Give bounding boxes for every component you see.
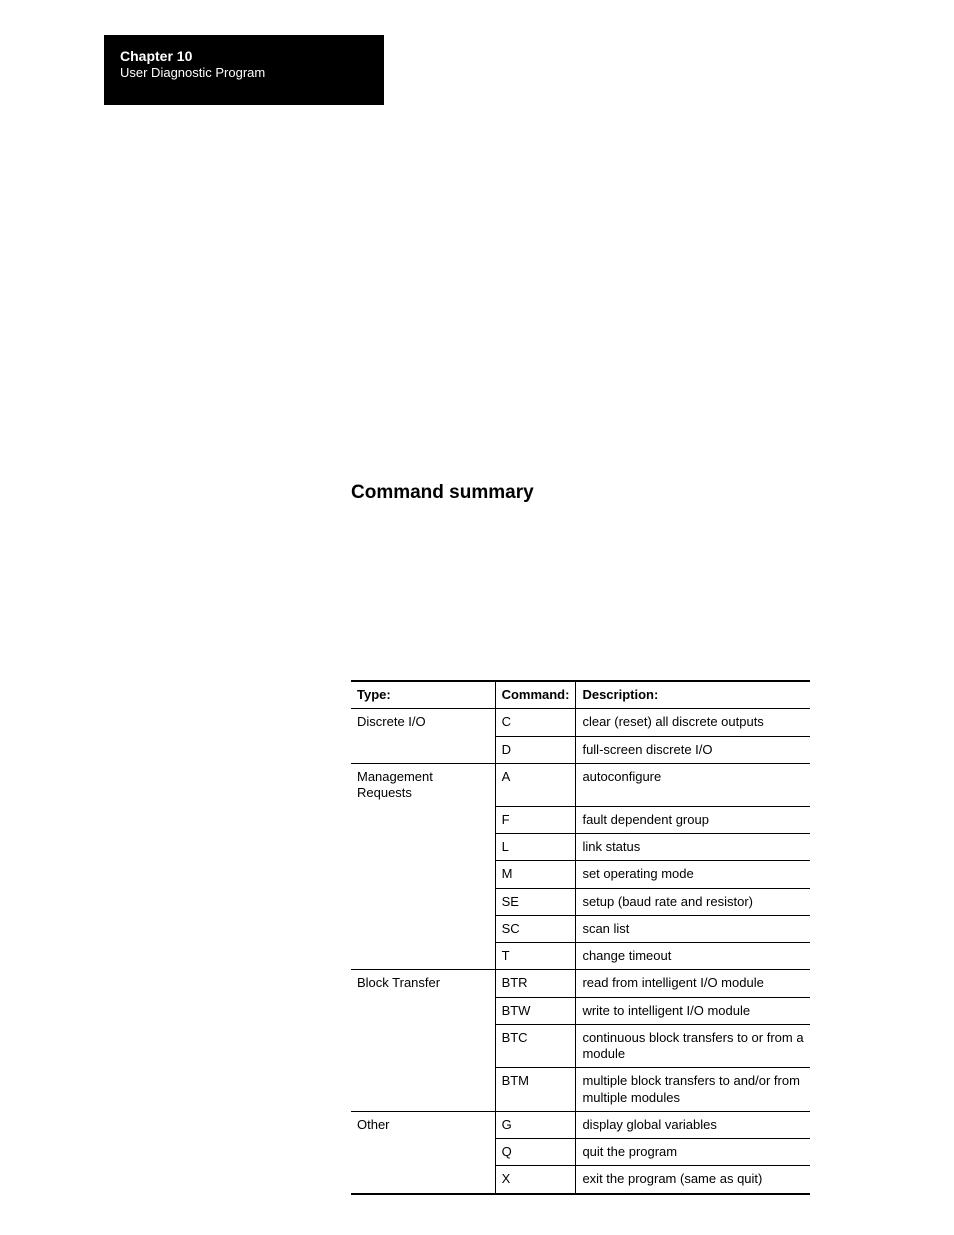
cell-command: BTW (495, 997, 576, 1024)
cell-command: BTM (495, 1068, 576, 1112)
table-row: Block TransferBTRread from intelligent I… (351, 970, 810, 997)
cell-type (351, 806, 495, 833)
col-header-command: Command: (495, 681, 576, 709)
cell-type (351, 736, 495, 763)
cell-command: D (495, 736, 576, 763)
cell-type (351, 997, 495, 1024)
cell-type (351, 1166, 495, 1194)
cell-description: continuous block transfers to or from a … (576, 1024, 810, 1068)
cell-description: quit the program (576, 1139, 810, 1166)
cell-command: BTR (495, 970, 576, 997)
chapter-label: Chapter 10 (120, 47, 368, 65)
table-row: Xexit the program (same as quit) (351, 1166, 810, 1194)
cell-type (351, 1068, 495, 1112)
cell-command: G (495, 1111, 576, 1138)
table-row: Mset operating mode (351, 861, 810, 888)
command-table: Type: Command: Description: Discrete I/O… (351, 680, 810, 1195)
cell-command: C (495, 709, 576, 736)
cell-type (351, 834, 495, 861)
cell-description: change timeout (576, 943, 810, 970)
col-header-description: Description: (576, 681, 810, 709)
cell-type (351, 943, 495, 970)
table-row: Tchange timeout (351, 943, 810, 970)
page: Chapter 10 User Diagnostic Program Comma… (0, 0, 954, 1235)
command-table-container: Type: Command: Description: Discrete I/O… (351, 680, 810, 1195)
cell-description: link status (576, 834, 810, 861)
cell-description: read from intelligent I/O module (576, 970, 810, 997)
table-header-row: Type: Command: Description: (351, 681, 810, 709)
cell-description: write to intelligent I/O module (576, 997, 810, 1024)
cell-description: exit the program (same as quit) (576, 1166, 810, 1194)
cell-type: Management Requests (351, 763, 495, 806)
cell-command: M (495, 861, 576, 888)
cell-command: SE (495, 888, 576, 915)
cell-command: SC (495, 915, 576, 942)
section-title: Command summary (351, 482, 534, 504)
chapter-header: Chapter 10 User Diagnostic Program (104, 35, 384, 105)
table-row: Ffault dependent group (351, 806, 810, 833)
table-row: Dfull-screen discrete I/O (351, 736, 810, 763)
cell-type: Block Transfer (351, 970, 495, 997)
table-row: SCscan list (351, 915, 810, 942)
cell-description: full-screen discrete I/O (576, 736, 810, 763)
cell-command: L (495, 834, 576, 861)
cell-description: set operating mode (576, 861, 810, 888)
col-header-type: Type: (351, 681, 495, 709)
chapter-subtitle: User Diagnostic Program (120, 65, 368, 82)
cell-type: Other (351, 1111, 495, 1138)
table-row: Llink status (351, 834, 810, 861)
cell-command: F (495, 806, 576, 833)
cell-command: Q (495, 1139, 576, 1166)
table-row: SEsetup (baud rate and resistor) (351, 888, 810, 915)
cell-type (351, 1024, 495, 1068)
cell-description: fault dependent group (576, 806, 810, 833)
cell-type (351, 888, 495, 915)
table-row: BTWwrite to intelligent I/O module (351, 997, 810, 1024)
cell-command: X (495, 1166, 576, 1194)
table-body: Discrete I/OCclear (reset) all discrete … (351, 709, 810, 1194)
cell-command: BTC (495, 1024, 576, 1068)
cell-command: T (495, 943, 576, 970)
cell-type (351, 1139, 495, 1166)
cell-description: setup (baud rate and resistor) (576, 888, 810, 915)
table-row: BTMmultiple block transfers to and/or fr… (351, 1068, 810, 1112)
cell-description: autoconfigure (576, 763, 810, 806)
cell-type (351, 915, 495, 942)
cell-type (351, 861, 495, 888)
cell-command: A (495, 763, 576, 806)
cell-description: display global variables (576, 1111, 810, 1138)
table-row: Discrete I/OCclear (reset) all discrete … (351, 709, 810, 736)
table-row: Management RequestsAautoconfigure (351, 763, 810, 806)
table-row: OtherGdisplay global variables (351, 1111, 810, 1138)
cell-description: scan list (576, 915, 810, 942)
cell-type: Discrete I/O (351, 709, 495, 736)
cell-description: multiple block transfers to and/or from … (576, 1068, 810, 1112)
cell-description: clear (reset) all discrete outputs (576, 709, 810, 736)
table-row: Qquit the program (351, 1139, 810, 1166)
table-row: BTCcontinuous block transfers to or from… (351, 1024, 810, 1068)
